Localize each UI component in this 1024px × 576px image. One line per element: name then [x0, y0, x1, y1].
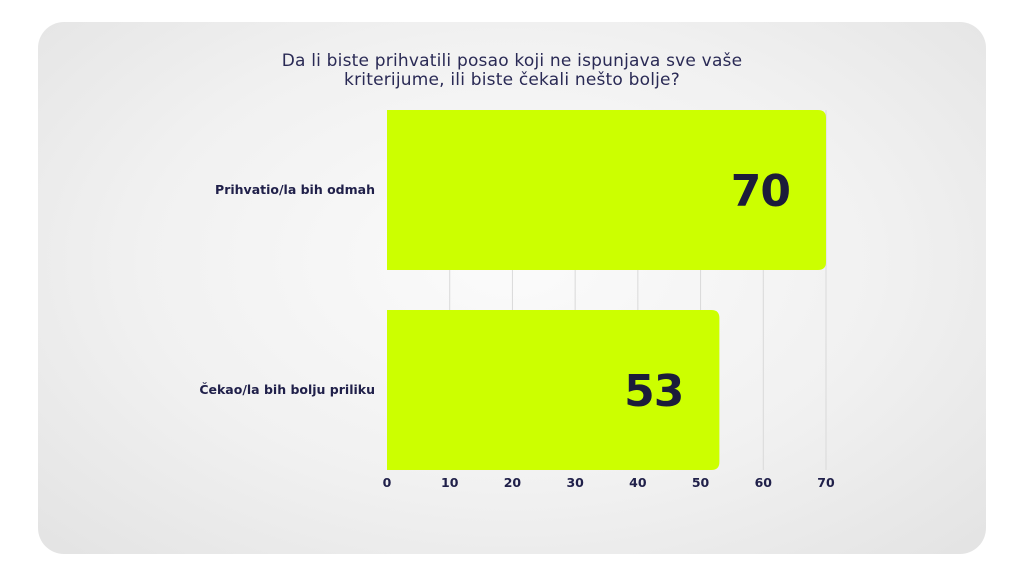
category-label: Prihvatio/la bih odmah: [215, 182, 375, 197]
bar: [387, 110, 826, 270]
x-tick-label: 60: [755, 475, 773, 490]
x-tick-label: 30: [566, 475, 584, 490]
x-tick-label: 50: [692, 475, 710, 490]
x-tick-label: 70: [817, 475, 835, 490]
x-tick-label: 10: [441, 475, 459, 490]
x-tick-label: 0: [383, 475, 392, 490]
chart-title-line-2: kriterijume, ili biste čekali nešto bolj…: [344, 70, 680, 90]
data-label: 53: [624, 366, 683, 417]
category-label: Čekao/la bih bolju priliku: [199, 382, 375, 397]
chart-title: Da li biste prihvatili posao koji ne isp…: [38, 52, 986, 90]
chart-title-line-1: Da li biste prihvatili posao koji ne isp…: [281, 51, 743, 71]
x-tick-label: 20: [504, 475, 522, 490]
data-label: 70: [731, 166, 790, 217]
x-tick-label: 40: [629, 475, 647, 490]
bar: [387, 310, 720, 470]
